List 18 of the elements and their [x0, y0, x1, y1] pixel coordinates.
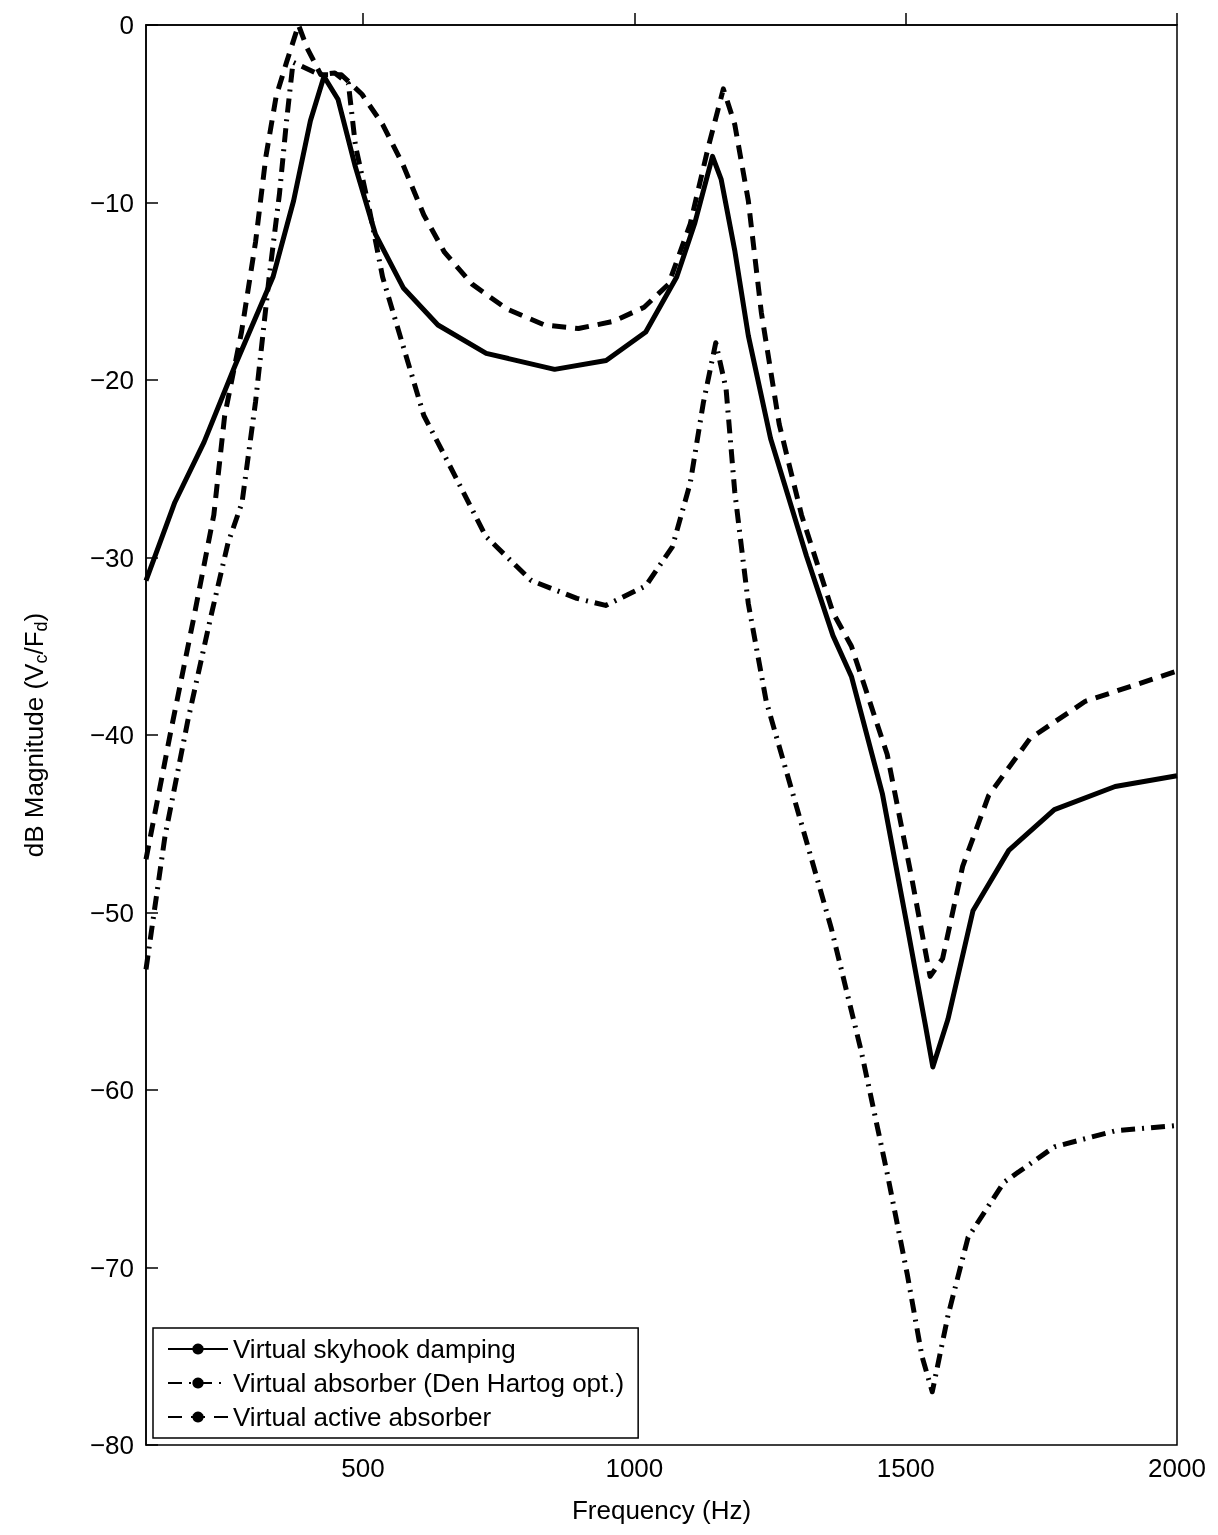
y-tick-label: −20	[89, 365, 134, 395]
x-axis-title: Frequency (Hz)	[571, 1495, 752, 1525]
y-tick-label: −70	[89, 1252, 134, 1283]
legend-label: Virtual active absorber	[233, 1402, 492, 1432]
x-tick-label: 2000	[1148, 1453, 1206, 1483]
legend-label: Virtual skyhook damping	[233, 1334, 516, 1364]
y-axis-title: dB Magnitude (Vc/Fd)	[19, 612, 51, 858]
x-tick-label: 500	[341, 1453, 385, 1483]
x-tick-label: 1000	[605, 1453, 664, 1483]
y-tick-label: −40	[89, 720, 134, 750]
y-tick-label: −50	[89, 897, 134, 928]
y-tick-label: 0	[119, 10, 134, 40]
y-tick-label: −60	[89, 1075, 134, 1105]
legend-label: Virtual absorber (Den Hartog opt.)	[233, 1368, 625, 1398]
y-tick-label: −10	[89, 187, 134, 218]
y-tick-label: −30	[89, 542, 134, 573]
y-tick-label: −80	[89, 1430, 134, 1460]
x-tick-label: 1500	[876, 1453, 935, 1483]
